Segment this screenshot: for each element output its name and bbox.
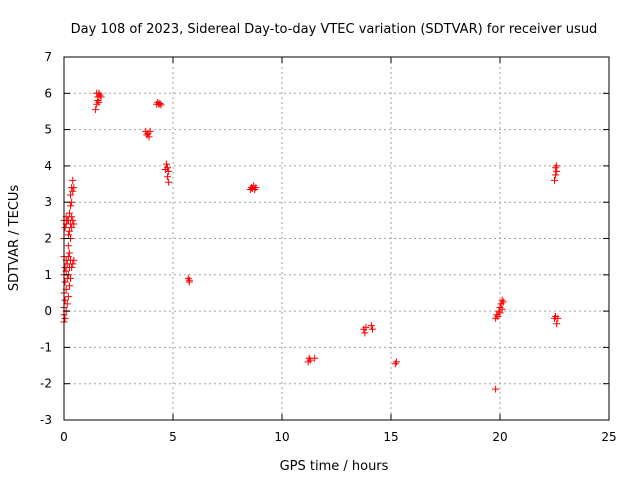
- data-point: [67, 202, 75, 210]
- data-point: [157, 101, 165, 109]
- data-point: [362, 323, 370, 331]
- data-point: [494, 313, 502, 321]
- data-points: [60, 89, 562, 393]
- data-point: [61, 224, 69, 232]
- grid: [64, 57, 609, 420]
- x-tick-label: 25: [601, 430, 616, 444]
- data-point: [552, 164, 560, 172]
- data-point: [493, 311, 501, 319]
- data-point: [551, 176, 558, 184]
- data-point: [306, 356, 314, 364]
- data-point: [97, 93, 105, 101]
- data-point: [61, 314, 69, 322]
- data-point: [68, 213, 76, 221]
- data-point: [68, 224, 76, 232]
- y-tick-label: 6: [44, 86, 52, 100]
- data-point: [311, 354, 319, 362]
- data-point: [61, 296, 69, 304]
- y-tick-label: 2: [44, 232, 52, 246]
- y-tick-label: 3: [44, 195, 52, 209]
- data-point: [95, 89, 103, 97]
- data-point: [146, 127, 154, 135]
- data-point: [361, 329, 369, 337]
- data-point: [64, 253, 72, 261]
- data-point: [64, 293, 72, 301]
- data-point: [554, 314, 562, 322]
- data-point: [165, 167, 173, 175]
- y-tick-label: -1: [40, 340, 52, 354]
- data-point: [145, 133, 153, 141]
- y-tick-label: 7: [44, 50, 52, 64]
- data-point: [65, 209, 73, 217]
- data-point: [64, 231, 72, 239]
- y-tick-label: 0: [44, 304, 52, 318]
- data-point: [391, 360, 399, 368]
- data-point: [252, 184, 260, 192]
- data-point: [552, 171, 560, 179]
- data-point: [498, 305, 506, 313]
- data-point: [67, 191, 75, 199]
- data-point: [92, 106, 100, 114]
- data-point: [96, 91, 104, 99]
- data-point: [184, 274, 192, 282]
- y-tick-label: -3: [40, 413, 52, 427]
- data-point: [64, 242, 72, 250]
- y-tick-label: -2: [40, 377, 52, 391]
- axis-ticks: [63, 56, 610, 421]
- data-point: [63, 300, 71, 308]
- x-tick-label: 5: [169, 430, 177, 444]
- x-tick-label: 10: [274, 430, 289, 444]
- y-axis-label: SDTVAR / TECUs: [7, 185, 22, 292]
- x-tick-label: 0: [60, 430, 68, 444]
- data-point: [553, 320, 561, 328]
- data-point: [70, 184, 78, 192]
- data-point: [492, 385, 500, 393]
- data-point: [69, 187, 77, 195]
- data-point: [495, 307, 503, 315]
- x-tick-label: 20: [492, 430, 507, 444]
- data-point: [69, 260, 77, 268]
- data-point: [499, 298, 507, 306]
- data-point: [65, 249, 73, 257]
- data-point: [165, 178, 173, 186]
- data-point: [392, 358, 400, 366]
- data-point: [68, 264, 76, 272]
- data-point: [70, 256, 78, 264]
- data-point: [164, 164, 172, 172]
- x-tick-label: 15: [383, 430, 398, 444]
- data-point: [156, 99, 164, 107]
- data-point: [185, 276, 193, 284]
- data-point: [69, 176, 77, 184]
- data-point: [67, 274, 75, 282]
- data-point: [65, 282, 73, 290]
- data-point: [498, 296, 506, 304]
- y-tick-label: 4: [44, 159, 52, 173]
- tick-labels: 0 5 10 15 20 25 -3 -2 -1 0 1 2 3 4 5 6 7: [40, 50, 617, 444]
- data-point: [65, 227, 73, 235]
- data-point: [61, 278, 69, 286]
- x-axis-label: GPS time / hours: [280, 459, 389, 474]
- data-point: [95, 98, 103, 106]
- data-point: [553, 162, 561, 170]
- data-point: [251, 185, 259, 193]
- data-point: [69, 216, 77, 224]
- data-point: [367, 322, 375, 330]
- chart-title: Day 108 of 2023, Sidereal Day-to-day VTE…: [71, 22, 598, 37]
- data-point: [164, 173, 172, 181]
- y-tick-label: 1: [44, 268, 52, 282]
- data-point: [162, 160, 170, 168]
- data-point: [368, 325, 376, 333]
- y-tick-label: 5: [44, 123, 52, 137]
- data-point: [70, 220, 78, 228]
